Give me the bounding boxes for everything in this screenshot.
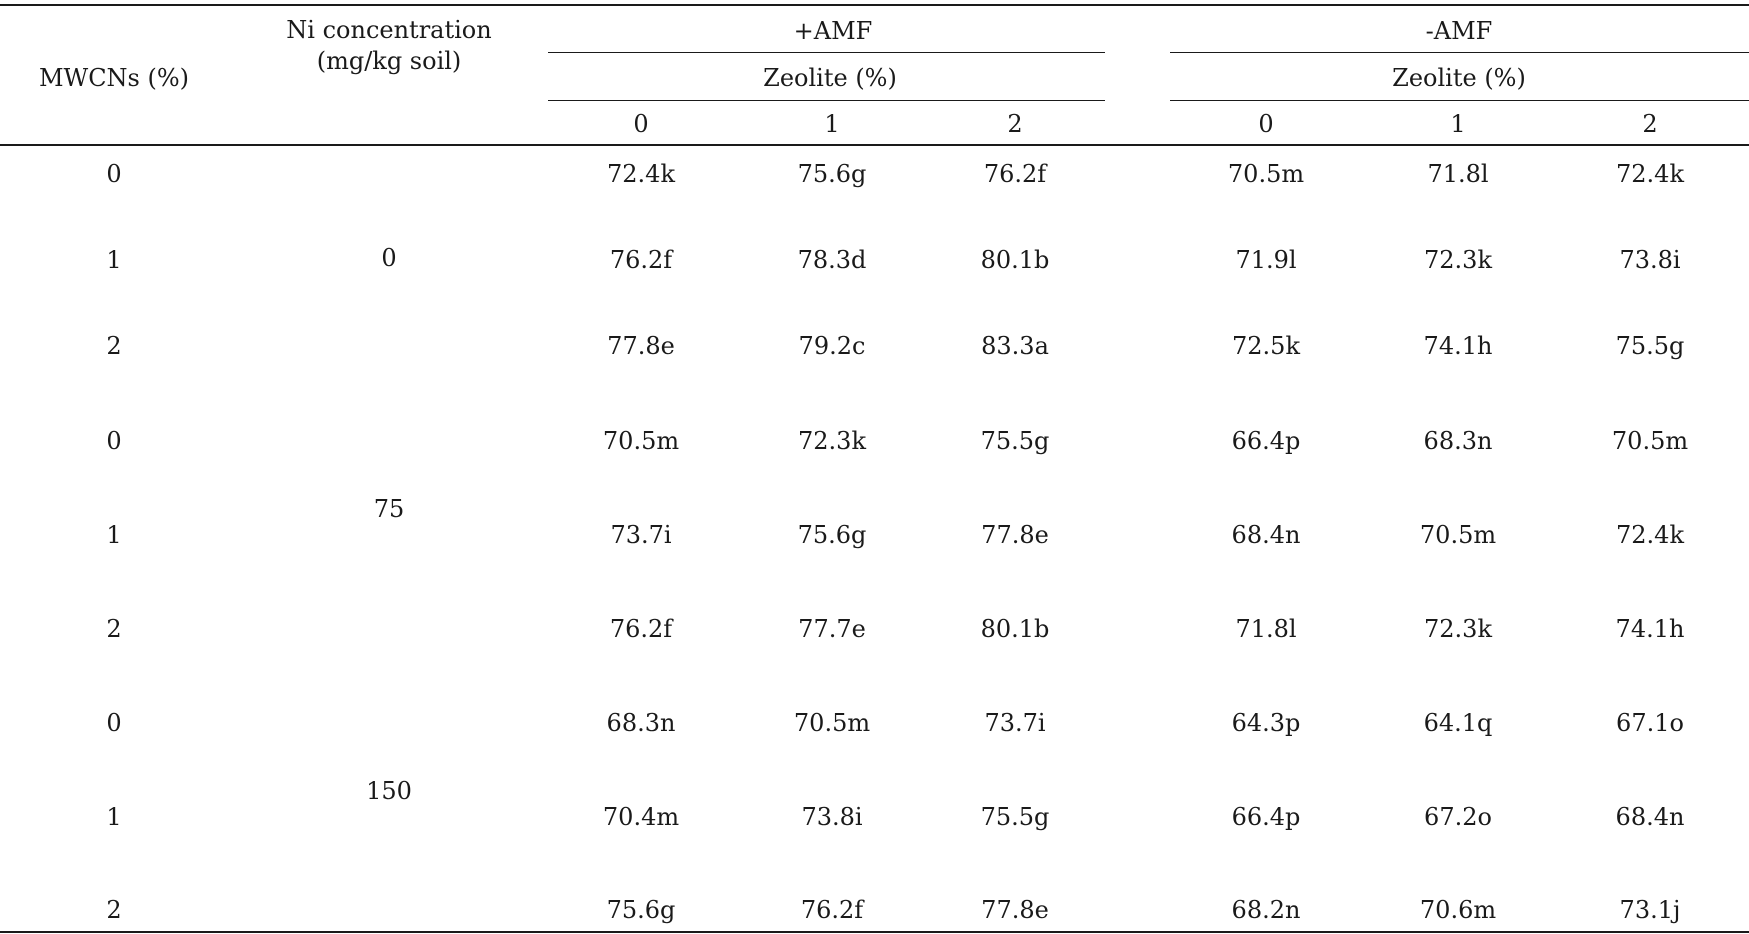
mwcns-cell: 0	[106, 709, 122, 737]
value-cell: 71.8l	[1427, 160, 1489, 188]
zeolite-level-header: 0	[1258, 110, 1274, 138]
header-mwcns: MWCNs (%)	[38, 64, 190, 92]
value-cell: 75.6g	[797, 160, 867, 188]
value-cell: 83.3a	[981, 332, 1049, 360]
value-cell: 73.7i	[984, 709, 1046, 737]
zeolite-plus-rule	[548, 100, 1105, 101]
value-cell: 78.3d	[797, 246, 867, 274]
value-cell: 67.1o	[1616, 709, 1684, 737]
zeolite-level-header: 2	[1642, 110, 1658, 138]
value-cell: 68.4n	[1615, 803, 1685, 831]
zeolite-level-header: 0	[633, 110, 649, 138]
amf-plus-rule	[548, 52, 1105, 53]
value-cell: 73.8i	[801, 803, 863, 831]
mwcns-cell: 1	[106, 521, 122, 549]
value-cell: 72.5k	[1232, 332, 1300, 360]
value-cell: 75.5g	[980, 427, 1050, 455]
bottom-rule	[0, 931, 1749, 933]
mwcns-cell: 0	[106, 427, 122, 455]
top-rule	[0, 4, 1749, 6]
ni-group-label: 0	[381, 244, 397, 272]
value-cell: 72.4k	[1616, 521, 1684, 549]
mwcns-cell: 2	[106, 615, 122, 643]
ni-group-label: 75	[373, 495, 405, 523]
value-cell: 70.5m	[793, 709, 871, 737]
value-cell: 74.1h	[1423, 332, 1493, 360]
value-cell: 70.4m	[602, 803, 680, 831]
value-cell: 76.2f	[609, 246, 673, 274]
value-cell: 77.8e	[607, 332, 675, 360]
header-bottom-rule	[0, 144, 1749, 146]
value-cell: 79.2c	[798, 332, 866, 360]
mwcns-cell: 1	[106, 246, 122, 274]
value-cell: 71.9l	[1235, 246, 1297, 274]
value-cell: 67.2o	[1424, 803, 1492, 831]
header-zeolite-plus: Zeolite (%)	[763, 64, 897, 92]
value-cell: 72.4k	[607, 160, 675, 188]
value-cell: 68.2n	[1231, 896, 1301, 924]
value-cell: 72.3k	[1424, 246, 1492, 274]
value-cell: 76.2f	[609, 615, 673, 643]
value-cell: 68.4n	[1231, 521, 1301, 549]
value-cell: 75.6g	[797, 521, 867, 549]
mwcns-cell: 1	[106, 803, 122, 831]
value-cell: 70.5m	[1227, 160, 1305, 188]
value-cell: 77.7e	[798, 615, 866, 643]
value-cell: 70.5m	[602, 427, 680, 455]
value-cell: 75.5g	[980, 803, 1050, 831]
mwcns-cell: 2	[106, 896, 122, 924]
zeolite-level-header: 2	[1007, 110, 1023, 138]
header-ni-line2: (mg/kg soil)	[316, 47, 462, 75]
zeolite-level-header: 1	[824, 110, 840, 138]
zeolite-level-header: 1	[1450, 110, 1466, 138]
value-cell: 77.8e	[981, 521, 1049, 549]
value-cell: 68.3n	[606, 709, 676, 737]
value-cell: 76.2f	[983, 160, 1047, 188]
value-cell: 72.3k	[798, 427, 866, 455]
header-zeolite-minus: Zeolite (%)	[1392, 64, 1526, 92]
value-cell: 80.1b	[980, 615, 1050, 643]
value-cell: 70.5m	[1611, 427, 1689, 455]
value-cell: 76.2f	[800, 896, 864, 924]
value-cell: 66.4p	[1231, 803, 1301, 831]
zeolite-minus-rule	[1170, 100, 1749, 101]
value-cell: 75.6g	[606, 896, 676, 924]
value-cell: 75.5g	[1615, 332, 1685, 360]
value-cell: 70.6m	[1419, 896, 1497, 924]
value-cell: 73.1j	[1619, 896, 1681, 924]
value-cell: 70.5m	[1419, 521, 1497, 549]
value-cell: 77.8e	[981, 896, 1049, 924]
amf-minus-rule	[1170, 52, 1749, 53]
header-ni-line1: Ni concentration	[286, 16, 492, 44]
value-cell: 73.8i	[1619, 246, 1681, 274]
ni-group-label: 150	[366, 777, 412, 805]
value-cell: 73.7i	[610, 521, 672, 549]
mwcns-cell: 0	[106, 160, 122, 188]
value-cell: 66.4p	[1231, 427, 1301, 455]
value-cell: 72.3k	[1424, 615, 1492, 643]
value-cell: 74.1h	[1615, 615, 1685, 643]
mwcns-cell: 2	[106, 332, 122, 360]
value-cell: 64.1q	[1423, 709, 1493, 737]
value-cell: 80.1b	[980, 246, 1050, 274]
value-cell: 71.8l	[1235, 615, 1297, 643]
header-minus-amf: -AMF	[1425, 17, 1493, 45]
value-cell: 72.4k	[1616, 160, 1684, 188]
header-plus-amf: +AMF	[793, 17, 873, 45]
value-cell: 64.3p	[1231, 709, 1301, 737]
value-cell: 68.3n	[1423, 427, 1493, 455]
